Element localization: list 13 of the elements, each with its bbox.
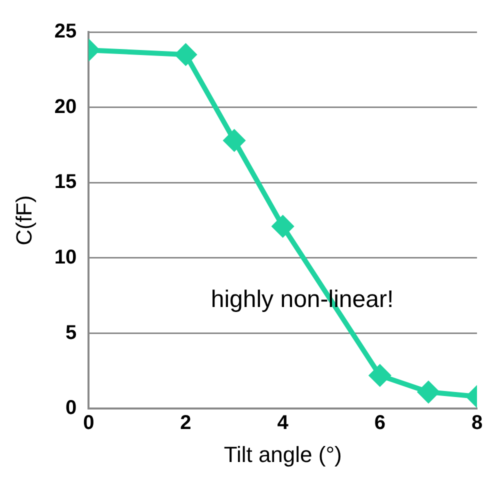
y-tick-label: 25 <box>54 20 77 43</box>
y-tick-label: 10 <box>54 246 77 268</box>
x-tick-label: 0 <box>83 412 94 434</box>
y-axis-title: C(fF) <box>11 195 36 246</box>
x-tick-label: 2 <box>180 412 192 434</box>
x-tick-label: 6 <box>374 412 386 434</box>
y-tick-label: 15 <box>54 171 77 194</box>
y-tick-label: 5 <box>66 322 77 344</box>
y-tick-label: 20 <box>54 96 77 118</box>
x-tick-label: 4 <box>277 412 290 434</box>
y-tick-label: 0 <box>66 397 77 420</box>
x-axis-title: Tilt angle (°) <box>224 442 342 467</box>
x-tick-label: 8 <box>471 412 483 434</box>
